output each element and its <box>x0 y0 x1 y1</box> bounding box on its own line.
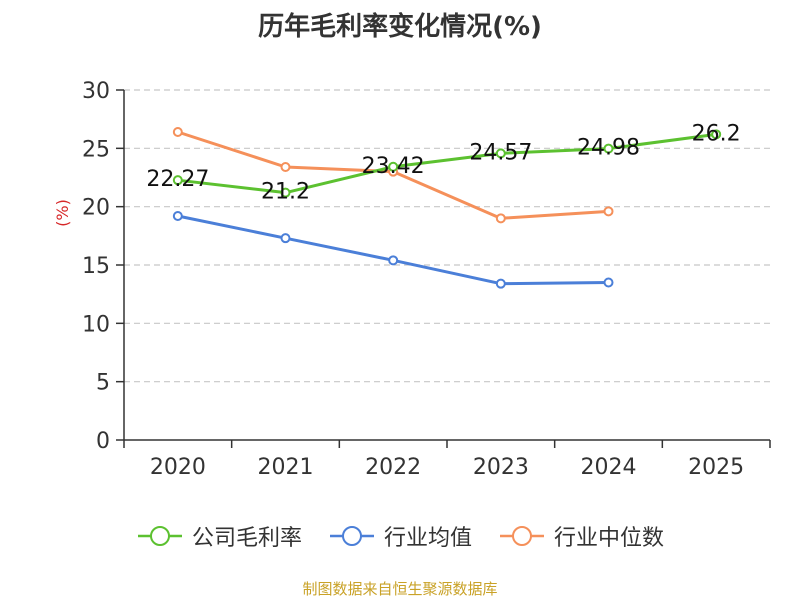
legend-label-company: 公司毛利率 <box>191 526 302 551</box>
y-tick-label-30: 30 <box>82 79 110 104</box>
y-tick-label-20: 20 <box>82 196 110 221</box>
legend-marker-industry-mean <box>329 526 374 546</box>
data-label-2021: 21.2 <box>261 180 310 205</box>
point-1-2020 <box>172 211 183 221</box>
legend-label-industry-mean: 行业均值 <box>383 526 472 551</box>
x-tick-label-2020: 2020 <box>150 455 206 480</box>
legend-marker-company <box>137 526 182 546</box>
x-tick-label-2024: 2024 <box>581 455 637 480</box>
data-label-2023: 24.57 <box>469 140 532 165</box>
y-tick-label-15: 15 <box>82 254 110 279</box>
data-label-2025: 26.2 <box>692 121 741 146</box>
y-tick-label-5: 5 <box>96 371 110 396</box>
data-label-2024: 24.98 <box>577 136 640 161</box>
point-0-2020 <box>172 175 183 186</box>
series-line-0 <box>177 132 717 195</box>
source-note: 制图数据来自恒生聚源数据库 <box>302 580 498 598</box>
legend-marker-industry-median <box>500 526 544 546</box>
y-tick-label-0: 0 <box>96 429 110 454</box>
point-1-2022 <box>388 255 399 266</box>
legend-item-company[interactable]: 公司毛利率 <box>136 520 302 552</box>
point-0-2024 <box>603 143 614 154</box>
data-label-2022: 23.42 <box>362 154 425 179</box>
point-0-2023 <box>495 148 506 159</box>
point-0-2021 <box>280 187 291 198</box>
y-tick-label-25: 25 <box>82 137 110 162</box>
series-line-1 <box>177 214 609 286</box>
legend: 公司毛利率 行业均值 行业中位数 <box>0 520 800 552</box>
point-1-2021 <box>280 233 291 244</box>
x-tick-label-2023: 2023 <box>473 455 529 480</box>
x-tick-label-2025: 2025 <box>688 455 744 480</box>
x-tick-label-2022: 2022 <box>365 455 421 480</box>
chart-title: 历年毛利率变化情况(%) <box>258 12 542 42</box>
point-1-2023 <box>495 278 506 289</box>
legend-label-industry-median: 行业中位数 <box>554 526 665 551</box>
point-2-2024 <box>603 206 614 217</box>
data-label-2020: 22.27 <box>146 167 209 192</box>
legend-item-industry-mean[interactable]: 行业均值 <box>328 520 472 552</box>
point-0-2022 <box>388 161 399 172</box>
y-axis-label: (%) <box>53 199 72 227</box>
point-2-2020 <box>172 127 183 137</box>
legend-item-industry-median[interactable]: 行业中位数 <box>498 520 664 552</box>
point-1-2024 <box>603 277 614 288</box>
point-2-2023 <box>495 213 506 224</box>
point-2-2021 <box>280 162 291 172</box>
point-0-2025 <box>711 129 722 140</box>
y-tick-label-10: 10 <box>82 312 110 337</box>
x-tick-label-2021: 2021 <box>258 455 314 480</box>
